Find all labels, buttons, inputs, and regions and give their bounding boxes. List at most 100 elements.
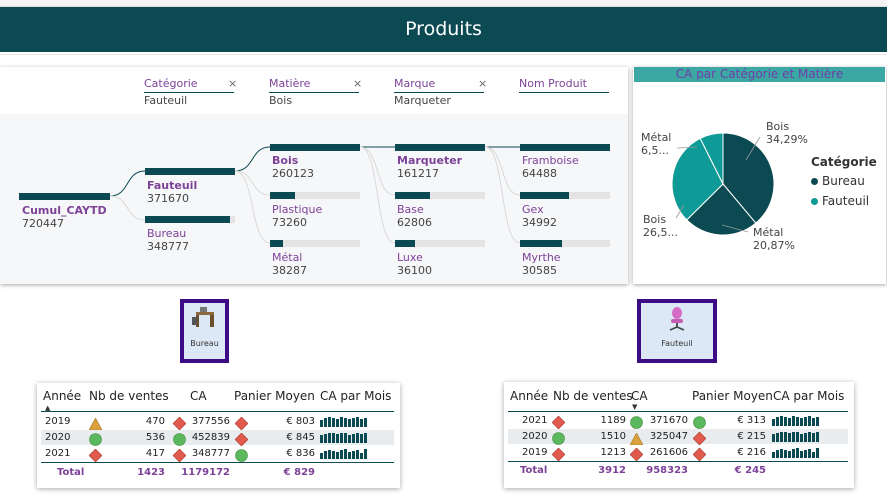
diamond-icon [88,447,103,466]
node-name: Plastique [272,203,323,216]
node-value: 371670 [147,192,189,205]
pie-label-metal-bureau: Métal 20,87% [753,226,795,252]
cell-annee: 2019 [522,447,548,458]
node-name: Myrthe [522,251,561,264]
filter-categorie[interactable]: Catégorie × Fauteuil [144,77,238,107]
col-header-ca-mois[interactable]: CA par Mois [773,389,845,403]
cell-annee: 2020 [45,432,71,443]
tree-node-plastique[interactable]: Plastique 73260 [272,203,322,229]
sparkline [772,446,819,458]
tree-bar-bois [270,144,360,151]
node-name: Marqueter [397,154,463,167]
bureau-button[interactable]: Bureau [180,299,229,363]
tree-bar-gex [520,192,569,199]
table-row[interactable] [508,429,848,444]
cell-ca: 261606 [649,447,688,458]
filter-matiere[interactable]: Matière × Bois [269,77,363,107]
circle-icon [552,430,565,449]
col-header-annee[interactable]: Année [510,389,549,403]
node-name: Base [397,203,424,216]
node-name: Bois [272,154,299,167]
tree-node-bureau[interactable]: Bureau 348777 [147,227,189,253]
tree-bar-fauteuil [145,168,235,175]
tree-node-framboise[interactable]: Framboise 64488 [522,154,579,180]
tree-bar-root [19,193,110,200]
total-panier: € 245 [734,465,766,476]
cell-nb: 470 [145,416,165,427]
filter-marque[interactable]: Marque × Marqueter [394,77,488,107]
total-ca: 1179172 [181,467,230,478]
col-header-nb-ventes[interactable]: Nb de ventes [89,389,169,403]
pie-label-bois-fauteuil: Bois 26,5... [643,213,678,239]
legend: Catégorie Bureau Fauteuil [811,155,877,208]
filter-nom-produit[interactable]: Nom Produit [519,77,609,94]
sales-table-bureau: Année ▲ Nb de ventes CA Panier Moyen CA … [37,383,400,488]
node-name: Bureau [147,227,187,240]
col-header-panier[interactable]: Panier Moyen [234,389,315,403]
tree-node-root[interactable]: Cumul_CAYTD 720447 [22,204,107,230]
legend-dot [811,198,818,205]
tree-node-luxe[interactable]: Luxe 36100 [397,251,432,277]
sort-arrow-icon: ▲ [45,404,51,412]
tree-bar-bg [395,240,485,247]
tree-node-fauteuil[interactable]: Fauteuil 371670 [147,179,197,205]
triangle-icon [629,430,644,449]
tree-node-myrthe[interactable]: Myrthe 30585 [522,251,561,277]
node-value: 30585 [522,264,557,277]
col-header-ca[interactable]: CA [631,389,648,403]
diamond-icon [692,446,707,465]
sparkline [772,430,819,442]
tree-node-metal[interactable]: Métal 38287 [272,251,307,277]
col-header-ca-mois[interactable]: CA par Mois [320,389,392,403]
filter-label: Catégorie [144,77,198,90]
cell-panier: € 215 [737,431,766,442]
tree-connectors [109,146,521,244]
cell-annee: 2019 [45,416,71,427]
legend-dot [811,178,818,185]
tree-bar-bg [270,192,360,199]
node-value: 720447 [22,217,64,230]
col-header-panier[interactable]: Panier Moyen [692,389,773,403]
cell-annee: 2021 [522,415,548,426]
tree-bar-plastique [270,192,295,199]
filter-row: Catégorie × Fauteuil Matière × Bois Marq… [0,67,628,114]
cell-panier: € 216 [737,447,766,458]
office-chair-icon [669,307,685,331]
tree-node-bois[interactable]: Bois 260123 [272,154,314,180]
tree-bar-bg [520,240,610,247]
node-value: 34992 [522,216,557,229]
cell-panier: € 313 [737,415,766,426]
diamond-icon [551,446,566,465]
pie-label-bois-bureau: Bois 34,29% [766,120,808,146]
node-value: 348777 [147,240,189,253]
total-nb: 3912 [598,465,626,476]
legend-item-fauteuil[interactable]: Fauteuil [811,194,877,208]
close-icon[interactable]: × [353,77,363,90]
filter-value: Bois [269,94,293,107]
cell-panier: € 836 [286,448,315,459]
tree-bar-bureau [145,216,230,223]
close-icon[interactable]: × [228,77,238,90]
page-title: Produits [405,18,482,40]
close-icon[interactable]: × [478,77,488,90]
col-header-ca[interactable]: CA [190,389,207,403]
tree-node-gex[interactable]: Gex 34992 [522,203,557,229]
tree-bar-luxe [395,240,415,247]
table-row[interactable] [41,430,394,445]
legend-item-bureau[interactable]: Bureau [811,174,877,188]
col-header-annee[interactable]: Année [43,389,82,403]
tree-node-marqueter[interactable]: Marqueter 161217 [397,154,462,180]
tree-bar-framboise [520,144,610,151]
cell-ca: 371670 [649,415,688,426]
tree-bar-bg [270,240,360,247]
tree-node-base[interactable]: Base 62806 [397,203,432,229]
sales-table-fauteuil: Année Nb de ventes CA ▼ Panier Moyen CA … [504,382,854,488]
fauteuil-button[interactable]: Fauteuil [637,299,717,363]
cell-annee: 2020 [522,431,548,442]
tree-bar-base [395,192,430,199]
col-header-nb-ventes[interactable]: Nb de ventes [553,389,633,403]
cell-ca: 377556 [191,416,230,427]
node-name: Luxe [397,251,423,264]
node-name: Framboise [522,154,579,167]
button-label: Bureau [190,339,219,348]
